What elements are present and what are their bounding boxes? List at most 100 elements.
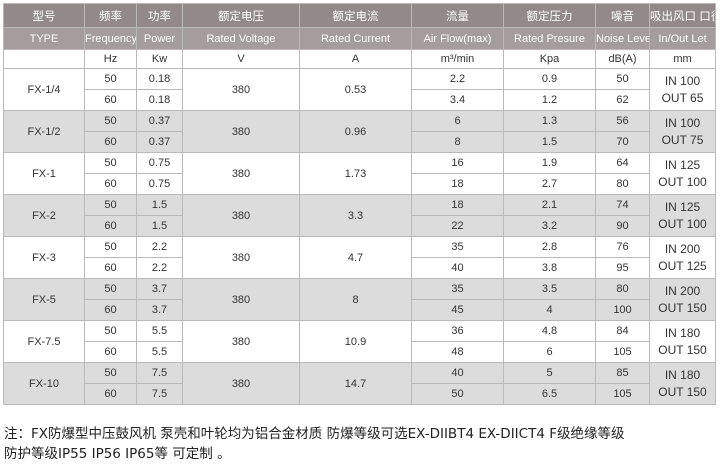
frequency-cell: 60 — [84, 341, 137, 363]
voltage-cell: 380 — [182, 236, 300, 279]
voltage-cell: 380 — [182, 362, 300, 405]
footnote: 注：FX防爆型中压鼓风机 泵壳和叶轮均为铝合金材质 防爆等级可选EX-DIIBT… — [4, 424, 716, 464]
power-cell: 0.75 — [136, 173, 183, 195]
power-cell: 3.7 — [136, 278, 183, 300]
current-cell: 14.7 — [299, 362, 412, 405]
power-cell: 0.18 — [136, 89, 183, 111]
table-row: FX-1/2 50 0.37 380 0.96 6 1.3 56 IN 100 OUT 75 — [3, 110, 716, 153]
current-cell: 1.73 — [299, 152, 412, 195]
table-row: 60 5.5 48 6 105 — [4, 341, 716, 363]
footnote-line-2: 防护等级IP55 IP56 IP65等 可定制 。 — [4, 446, 231, 462]
power-cell: 3.7 — [136, 299, 183, 321]
header-en-inout: In/Out Let — [649, 27, 716, 50]
current-cell: 0.53 — [299, 68, 412, 111]
table-row: 60 3.7 45 4 100 — [4, 299, 716, 321]
current-cell: 0.96 — [299, 110, 412, 153]
airflow-cell: 48 — [411, 341, 504, 363]
power-cell: 0.75 — [136, 152, 183, 174]
header-en-frequency: Frequency — [84, 27, 137, 50]
spec-table: 型号 频率 功率 额定电压 额定电流 流量 额定压力 噪音 吸出风口 口径 TY… — [3, 3, 716, 405]
airflow-cell: 8 — [411, 131, 504, 153]
frequency-cell: 50 — [84, 110, 137, 132]
airflow-cell: 6 — [411, 110, 504, 132]
unit-noise: dB(A) — [595, 49, 650, 69]
inout-cell: IN 100 OUT 65 — [649, 68, 716, 111]
noise-cell: 105 — [595, 383, 650, 405]
outlet-size: OUT 125 — [658, 258, 707, 273]
header-cn-pressure: 额定压力 — [503, 3, 596, 28]
table-row: FX-2 50 1.5 380 3.3 18 2.1 74 IN 125 OUT 100 — [3, 194, 716, 237]
header-cn-frequency: 频率 — [84, 3, 137, 28]
power-cell: 5.5 — [136, 320, 183, 342]
pressure-cell: 5 — [503, 362, 596, 384]
noise-cell: 90 — [595, 215, 650, 237]
header-row-units: Hz Kw V A m³/min Kpa dB(A) mm — [3, 49, 716, 69]
inlet-size: IN 100 — [664, 115, 701, 130]
header-cn-flow: 流量 — [411, 3, 504, 28]
pressure-cell: 1.5 — [503, 131, 596, 153]
noise-cell: 70 — [595, 131, 650, 153]
unit-pressure: Kpa — [503, 49, 596, 69]
airflow-cell: 35 — [411, 236, 504, 258]
unit-flow: m³/min — [411, 49, 504, 69]
airflow-cell: 40 — [411, 362, 504, 384]
unit-voltage: V — [182, 49, 300, 69]
frequency-cell: 50 — [84, 68, 137, 90]
voltage-cell: 380 — [182, 68, 300, 111]
noise-cell: 56 — [595, 110, 650, 132]
noise-cell: 50 — [595, 68, 650, 90]
table-row: FX-5 50 3.7 380 8 35 3.5 80 IN 200 OUT 150 — [3, 278, 716, 321]
outlet-size: OUT 100 — [658, 216, 707, 231]
airflow-cell: 18 — [411, 173, 504, 195]
unit-current: A — [299, 49, 412, 69]
noise-cell: 62 — [595, 89, 650, 111]
unit-frequency: Hz — [84, 49, 137, 69]
inlet-size: IN 180 — [664, 325, 701, 340]
model-type-cell: FX-1 — [3, 152, 85, 195]
airflow-cell: 36 — [411, 320, 504, 342]
airflow-cell: 45 — [411, 299, 504, 321]
frequency-cell: 60 — [84, 89, 137, 111]
outlet-size: OUT 150 — [658, 300, 707, 315]
table-row: FX-1/4 50 0.18 380 0.53 2.2 0.9 50 IN 100 OUT 65 — [3, 68, 716, 111]
pressure-cell: 2.8 — [503, 236, 596, 258]
inout-cell: IN 100 OUT 75 — [649, 110, 716, 153]
power-cell: 1.5 — [136, 194, 183, 216]
spec-table-body: 型号 频率 功率 额定电压 额定电流 流量 额定压力 噪音 吸出风口 口径 TY… — [3, 3, 716, 405]
frequency-cell: 50 — [84, 236, 137, 258]
frequency-cell: 50 — [84, 320, 137, 342]
inout-cell: IN 200 OUT 150 — [649, 278, 716, 321]
pressure-cell: 1.2 — [503, 89, 596, 111]
header-en-noise: Noise Level — [595, 27, 650, 50]
frequency-cell: 50 — [84, 194, 137, 216]
current-cell: 3.3 — [299, 194, 412, 237]
frequency-cell: 60 — [84, 383, 137, 405]
header-en-flow: Air Flow(max) — [411, 27, 504, 50]
noise-cell: 100 — [595, 299, 650, 321]
model-type-cell: FX-7.5 — [3, 320, 85, 363]
noise-cell: 80 — [595, 278, 650, 300]
header-cn-power: 功率 — [136, 3, 183, 28]
table-row: 60 1.5 22 3.2 90 — [4, 215, 716, 237]
frequency-cell: 60 — [84, 173, 137, 195]
header-cn-current: 额定电流 — [299, 3, 412, 28]
model-type-cell: FX-2 — [3, 194, 85, 237]
header-cn-noise: 噪音 — [595, 3, 650, 28]
model-type-cell: FX-3 — [3, 236, 85, 279]
pressure-cell: 4 — [503, 299, 596, 321]
power-cell: 0.18 — [136, 68, 183, 90]
outlet-size: OUT 100 — [658, 174, 707, 189]
table-row: FX-3 50 2.2 380 4.7 35 2.8 76 IN 200 OUT 125 — [3, 236, 716, 279]
noise-cell: 74 — [595, 194, 650, 216]
noise-cell: 84 — [595, 320, 650, 342]
table-row: FX-7.5 50 5.5 380 10.9 36 4.8 84 IN 180 OUT 150 — [3, 320, 716, 363]
power-cell: 0.37 — [136, 110, 183, 132]
pressure-cell: 1.3 — [503, 110, 596, 132]
noise-cell: 85 — [595, 362, 650, 384]
table-row: 60 0.18 3.4 1.2 62 — [4, 89, 716, 111]
power-cell: 0.37 — [136, 131, 183, 153]
pressure-cell: 6 — [503, 341, 596, 363]
inlet-size: IN 200 — [664, 241, 701, 256]
header-cn-inout: 吸出风口 口径 — [649, 3, 716, 28]
noise-cell: 105 — [595, 341, 650, 363]
